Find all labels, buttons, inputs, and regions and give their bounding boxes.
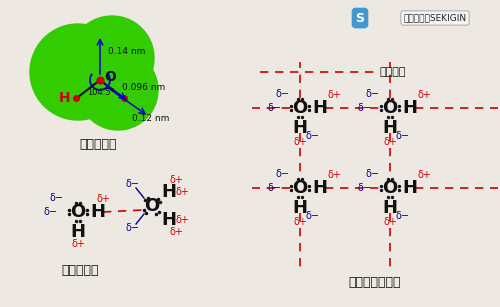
Text: δ+: δ+ — [417, 170, 431, 180]
Text: δ−: δ− — [357, 103, 371, 113]
Text: H: H — [402, 99, 417, 117]
Text: H: H — [162, 183, 176, 201]
Text: δ−: δ− — [395, 211, 409, 221]
Text: δ+: δ+ — [383, 217, 397, 227]
Text: O: O — [144, 197, 160, 215]
Text: δ+: δ+ — [327, 90, 341, 100]
Text: δ+: δ+ — [96, 194, 110, 204]
Text: δ+: δ+ — [176, 187, 190, 197]
Text: δ−: δ− — [43, 207, 57, 217]
Circle shape — [70, 16, 154, 100]
Text: H: H — [292, 199, 308, 217]
Text: δ+: δ+ — [293, 137, 307, 147]
Text: ２分子会合: ２分子会合 — [61, 263, 99, 277]
Text: δ−: δ− — [275, 169, 289, 179]
Text: δ−: δ− — [267, 103, 281, 113]
Text: H: H — [402, 179, 417, 197]
Text: δ−: δ− — [305, 211, 319, 221]
Text: δ+: δ+ — [293, 217, 307, 227]
Text: δ−: δ− — [395, 131, 409, 141]
Text: H: H — [292, 119, 308, 137]
Text: δ−: δ− — [125, 179, 139, 189]
Circle shape — [78, 50, 158, 130]
Text: H: H — [70, 223, 86, 241]
Text: H: H — [90, 203, 106, 221]
Text: O: O — [382, 179, 398, 197]
Text: O: O — [292, 99, 308, 117]
Text: δ+: δ+ — [170, 175, 184, 185]
Text: 技術情報館SEKIGIN: 技術情報館SEKIGIN — [404, 14, 466, 22]
Text: O: O — [70, 203, 86, 221]
Text: δ−: δ− — [305, 131, 319, 141]
Text: δ−: δ− — [49, 193, 63, 203]
Text: δ−: δ− — [365, 89, 379, 99]
Text: O: O — [104, 70, 116, 84]
Text: 0.14 nm: 0.14 nm — [108, 48, 146, 56]
Text: δ−: δ− — [275, 89, 289, 99]
Text: 水分子の形: 水分子の形 — [79, 138, 117, 151]
Text: H: H — [58, 91, 70, 105]
Text: δ+: δ+ — [71, 239, 85, 249]
Text: H: H — [312, 179, 328, 197]
Circle shape — [30, 24, 126, 120]
Text: H: H — [162, 211, 176, 229]
Text: H: H — [382, 119, 398, 137]
Text: δ−: δ− — [365, 169, 379, 179]
Text: δ+: δ+ — [417, 90, 431, 100]
Text: 複数分子の会合: 複数分子の会合 — [349, 277, 401, 290]
Text: δ−: δ− — [357, 183, 371, 193]
Text: δ−: δ− — [267, 183, 281, 193]
Text: δ+: δ+ — [383, 137, 397, 147]
Text: O: O — [382, 99, 398, 117]
Text: O: O — [292, 179, 308, 197]
Text: H: H — [312, 99, 328, 117]
Text: H: H — [382, 199, 398, 217]
Text: δ+: δ+ — [176, 215, 190, 225]
Text: 0.096 nm: 0.096 nm — [122, 84, 165, 92]
Text: 0.12 nm: 0.12 nm — [132, 115, 170, 123]
Text: δ+: δ+ — [327, 170, 341, 180]
Text: S: S — [356, 11, 364, 25]
Text: δ−: δ− — [125, 223, 139, 233]
Text: 水素結合: 水素結合 — [380, 67, 406, 77]
Text: δ+: δ+ — [170, 227, 184, 237]
Text: 104.5°: 104.5° — [87, 88, 115, 97]
